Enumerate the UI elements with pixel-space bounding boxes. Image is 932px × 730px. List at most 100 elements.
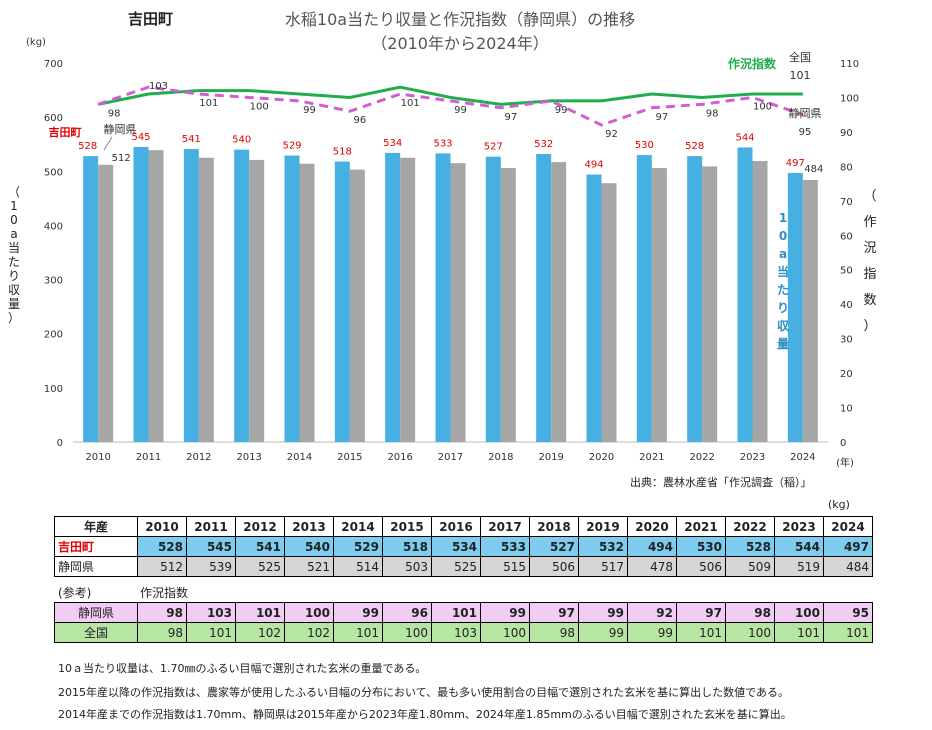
bar-town-value: 533 xyxy=(433,138,452,149)
x-tick-label: 2022 xyxy=(689,452,714,463)
line-national-label: 全国 xyxy=(789,50,811,64)
line-pref-value: 99 xyxy=(454,105,467,116)
table-cell: 506 xyxy=(676,556,726,577)
bar-town xyxy=(83,156,99,442)
bar-town xyxy=(737,147,753,442)
bar-town-value: 544 xyxy=(735,132,754,143)
note-1: 10ａ当たり収量は、1.70㎜のふるい目幅で選別された玄米の重量である。 xyxy=(58,662,427,675)
bar-pref xyxy=(299,163,315,442)
table-cell: 497 xyxy=(823,536,873,557)
x-tick-label: 2023 xyxy=(740,452,765,463)
table-cell: 530 xyxy=(676,536,726,557)
table-cell: 103 xyxy=(186,602,236,623)
year-header-cell: 2010 xyxy=(137,516,187,537)
table-cell: 521 xyxy=(284,556,334,577)
bar-pref xyxy=(98,164,114,442)
x-tick-label: 2011 xyxy=(136,452,161,463)
y-right-label-char: （ xyxy=(863,189,876,204)
x-tick-label: 2021 xyxy=(639,452,664,463)
table-cell: 514 xyxy=(333,556,383,577)
line-pref-value: 96 xyxy=(353,115,366,126)
index-table: 静岡県 98 103 101 100 99 96 101 99 97 99 92 97 98 100 95 … xyxy=(54,602,873,643)
x-tick-label: 2015 xyxy=(337,452,362,463)
combo-chart: 0100200300400500600700010203040506070809… xyxy=(8,37,877,469)
year-header-cell: 2015 xyxy=(382,516,432,537)
year-header-cell: 2022 xyxy=(725,516,775,537)
bar-town-value: 528 xyxy=(685,141,704,152)
bar-town-value: 527 xyxy=(484,142,503,153)
x-tick-label: 2024 xyxy=(790,452,815,463)
table-cell: 509 xyxy=(725,556,775,577)
table-cell: 101 xyxy=(431,602,481,623)
bar-pref xyxy=(500,168,516,442)
y-left-tick-label: 600 xyxy=(44,113,63,124)
bar-town-value: 528 xyxy=(78,141,97,152)
legend-pref-leader xyxy=(103,136,113,151)
table-cell: 102 xyxy=(284,622,334,643)
source-note: 出典：農林水産省「作況調査（稲）」 xyxy=(630,476,812,489)
table-row-town: 吉田町 528 545 541 540 529 518 534 533 527 532 494 530… xyxy=(54,536,873,557)
y-left-label-char: a xyxy=(10,227,17,241)
line-pref-value: 101 xyxy=(199,98,218,109)
x-tick-label: 2019 xyxy=(538,452,563,463)
note-2: 2015年産以降の作況指数は、農家等が使用したふるい目幅の分布において、最も多い… xyxy=(58,686,789,699)
y-right-label-char: 数 xyxy=(863,293,876,308)
line-pref-value: 98 xyxy=(108,108,121,119)
bar-pref-value: 512 xyxy=(112,153,131,164)
bar-pref xyxy=(651,168,667,442)
bar-town xyxy=(234,149,250,442)
line-pref-value: 97 xyxy=(655,112,668,123)
bar-town-value: 540 xyxy=(232,135,251,146)
inner-label-char: 当 xyxy=(777,264,789,279)
year-header-cell: 2020 xyxy=(627,516,677,537)
inner-label-char: 量 xyxy=(777,337,789,351)
table-cell: 100 xyxy=(774,602,824,623)
line-pref-value: 100 xyxy=(753,101,772,112)
reference-label: (参考) xyxy=(58,586,92,600)
year-header-cell: 2017 xyxy=(480,516,530,537)
y-left-tick-label: 100 xyxy=(44,384,63,395)
bar-pref xyxy=(349,169,365,442)
bar-town-value: 545 xyxy=(131,132,150,143)
bar-town-value: 529 xyxy=(282,141,301,152)
line-pref-value: 99 xyxy=(303,105,316,116)
bar-town-value: 532 xyxy=(534,139,553,150)
y-right-label-char: 作 xyxy=(863,215,876,230)
y-left-tick-label: 500 xyxy=(44,167,63,178)
table-cell: 99 xyxy=(333,602,383,623)
table-cell: 517 xyxy=(578,556,628,577)
line-pref-last-value: 95 xyxy=(799,127,812,138)
bar-pref xyxy=(601,183,617,442)
y-left-label-char: り xyxy=(8,269,20,283)
y-left-tick-label: 200 xyxy=(44,330,63,341)
table-cell: 97 xyxy=(676,602,726,623)
table-cell: 103 xyxy=(431,622,481,643)
table-cell: 512 xyxy=(137,556,187,577)
bar-town xyxy=(334,161,350,443)
table-cell: 100 xyxy=(480,622,530,643)
table-header-row: 年産 2010 2011 2012 2013 2014 2015 2016 2017 2018 2… xyxy=(54,516,873,537)
table-cell: 528 xyxy=(725,536,775,557)
y-right-tick-label: 110 xyxy=(840,59,859,70)
bar-town xyxy=(435,153,451,442)
index-label: 作況指数 xyxy=(140,586,189,600)
legend-pref-label: 静岡県 xyxy=(104,122,137,136)
header-cell-label: 年産 xyxy=(54,516,138,537)
table-cell: 99 xyxy=(578,602,628,623)
table-cell: 494 xyxy=(627,536,677,557)
y-left-tick-label: 0 xyxy=(57,438,63,449)
table-cell: 98 xyxy=(725,602,775,623)
x-tick-label: 2018 xyxy=(488,452,513,463)
y-right-tick-label: 80 xyxy=(840,162,853,173)
bar-pref xyxy=(752,160,768,442)
table-cell: 101 xyxy=(774,622,824,643)
table-cell: 540 xyxy=(284,536,334,557)
y-left-label-char: 量 xyxy=(8,297,20,311)
year-header-cell: 2021 xyxy=(676,516,726,537)
table-cell: 478 xyxy=(627,556,677,577)
bar-town-value: 541 xyxy=(182,134,201,145)
table-cell: 533 xyxy=(480,536,530,557)
bar-town xyxy=(787,172,803,442)
table-cell: 544 xyxy=(774,536,824,557)
y-left-label-char: た xyxy=(8,255,20,269)
